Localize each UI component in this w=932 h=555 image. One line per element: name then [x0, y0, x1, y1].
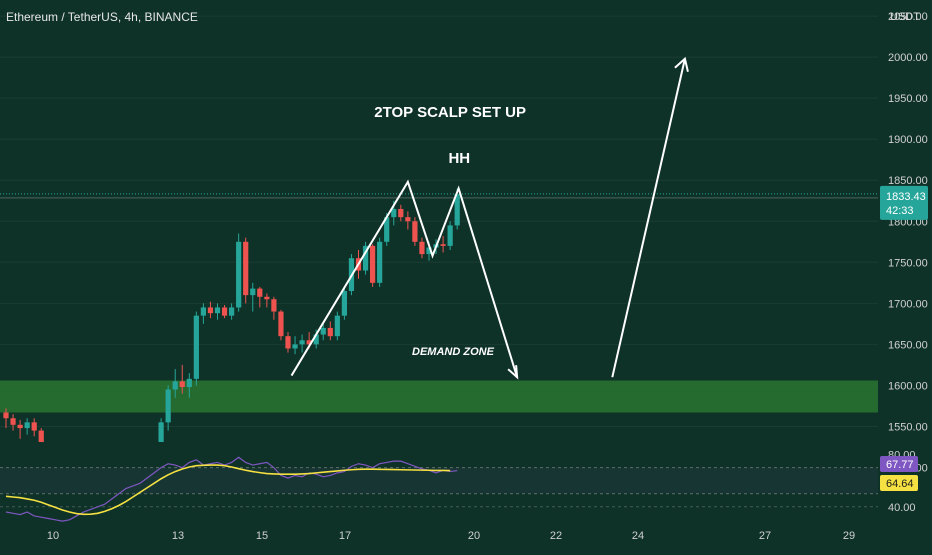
last-price-tag-bg: [880, 185, 928, 220]
time-tick-label: 17: [339, 530, 351, 542]
hh-label: HH: [448, 150, 470, 167]
candle-body: [391, 208, 397, 218]
candle-body: [278, 311, 284, 337]
candle-body: [327, 327, 333, 337]
candle-body: [250, 288, 256, 296]
time-tick-label: 10: [47, 530, 59, 542]
candle-body: [243, 241, 249, 296]
candle-body: [454, 194, 460, 226]
candle-body: [447, 225, 453, 246]
last-price-tag: 1833.43 42:33: [880, 185, 928, 220]
time-tick-label: 27: [759, 530, 771, 542]
candle-body: [3, 412, 9, 419]
candle-body: [158, 422, 164, 442]
price-lines: [0, 193, 878, 199]
candle-body: [426, 247, 432, 255]
up-arrow-head: [674, 56, 689, 73]
price-tick-label: 1750.00: [888, 257, 928, 269]
candle-body: [370, 245, 376, 283]
candle-body: [10, 418, 16, 425]
price-tick-label: 1600.00: [888, 380, 928, 392]
candle-body: [17, 424, 23, 429]
candle-body: [405, 217, 411, 222]
time-tick-label: 29: [843, 530, 855, 542]
candle-body: [313, 334, 319, 345]
price-tick-label: 1650.00: [888, 339, 928, 351]
candle-body: [38, 430, 44, 442]
rsi-ma-line: [5, 464, 451, 516]
candle-body: [306, 340, 312, 345]
candle-body: [320, 327, 326, 335]
candle-body: [186, 378, 192, 388]
time-tick-label: 13: [172, 530, 184, 542]
price-tick-label: 1550.00: [888, 421, 928, 433]
candle-body: [271, 299, 277, 312]
candle-body: [179, 381, 185, 388]
rsi-lower-tick: 40.00: [888, 502, 916, 514]
rsi-axis: 80.00 40.00 67.77 64.64: [880, 450, 918, 514]
candle-body: [299, 340, 305, 345]
price-tick-label: 1950.00: [888, 93, 928, 105]
chart-title: 2TOP SCALP SET UP: [374, 104, 526, 121]
candle-body: [440, 244, 446, 246]
candle-body: [257, 288, 263, 297]
candle-body: [236, 241, 242, 308]
price-tick-label: 1700.00: [888, 298, 928, 310]
candle-body: [377, 241, 383, 283]
time-axis[interactable]: 10 13 15 17 20 22 24 27 29: [47, 530, 855, 542]
rsi-value-tag: 67.77: [886, 459, 914, 471]
candle-body: [24, 422, 30, 429]
demand-zone-label: DEMAND ZONE: [412, 346, 495, 358]
last-price-value: 1833.43: [886, 191, 926, 203]
candle-body: [221, 307, 228, 316]
candle-body: [165, 389, 171, 423]
up-arrow-line: [611, 58, 686, 378]
candle-body: [193, 315, 199, 379]
price-tick-label: 2050.00: [888, 11, 928, 23]
rsi-ma-value-tag: 64.64: [886, 478, 914, 490]
currency-label: USDT: [890, 11, 920, 23]
rsi-ma-value-tag-bg: [880, 475, 918, 491]
symbol-title: Ethereum / TetherUS, 4h, BINANCE: [6, 10, 198, 24]
rsi-value-tag-bg: [880, 456, 918, 472]
bar-countdown: 42:33: [886, 205, 914, 217]
rsi-indicator[interactable]: [0, 456, 878, 522]
candle-body: [172, 381, 178, 390]
candle-body: [229, 307, 235, 316]
pattern-drawings[interactable]: [290, 56, 689, 380]
time-tick-label: 20: [468, 530, 480, 542]
time-tick-label: 15: [256, 530, 268, 542]
time-tick-label: 22: [550, 530, 562, 542]
candle-body: [384, 217, 390, 242]
candle-body: [341, 291, 347, 316]
candle-body: [362, 245, 369, 271]
double-top-path: [290, 179, 519, 378]
candle-body: [207, 307, 214, 314]
candle-body: [419, 241, 425, 255]
candle-body: [285, 336, 291, 349]
candle-body: [264, 296, 270, 300]
demand-zone[interactable]: [0, 380, 878, 413]
candle-body: [200, 307, 206, 316]
time-tick-label: 24: [632, 530, 644, 542]
price-tick-label: 2000.00: [888, 52, 928, 64]
down-arrow-head: [507, 365, 519, 380]
candle-body: [292, 344, 298, 349]
price-tick-label: 1850.00: [888, 175, 928, 187]
candle-body: [214, 307, 221, 314]
candle-body: [334, 315, 340, 337]
price-tick-label: 1900.00: [888, 134, 928, 146]
candle-body: [398, 208, 404, 218]
candle-body: [412, 221, 418, 242]
candle-body: [31, 422, 37, 431]
